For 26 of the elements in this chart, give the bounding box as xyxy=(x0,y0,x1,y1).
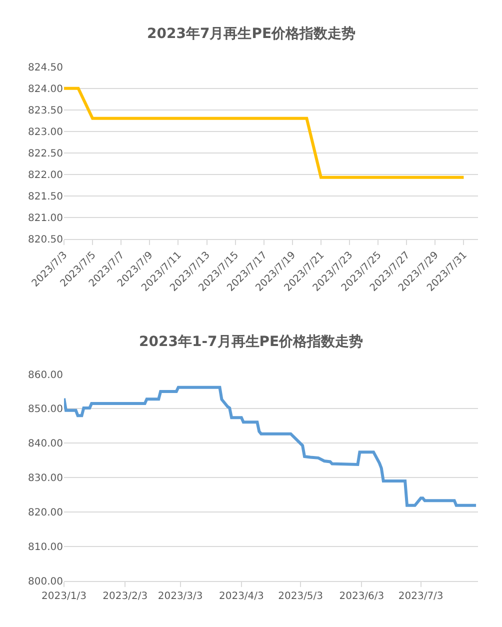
y-tick-label: 800.00 xyxy=(28,576,63,588)
y-tick-label: 822.50 xyxy=(28,148,63,160)
y-tick-label: 824.00 xyxy=(28,84,63,95)
x-tick-label: 2023/7/3 xyxy=(398,590,444,602)
y-tick-label: 821.50 xyxy=(28,191,63,202)
x-tick-label: 2023/4/3 xyxy=(218,590,264,602)
y-tick-label: 823.00 xyxy=(28,126,63,138)
y-tick-label: 850.00 xyxy=(28,404,63,416)
y-tick-label: 823.50 xyxy=(28,105,63,116)
y-tick-label: 830.00 xyxy=(28,473,63,484)
x-tick-label: 2023/2/3 xyxy=(102,590,148,602)
y-tick-label: 840.00 xyxy=(28,438,63,450)
y-tick-label: 824.50 xyxy=(28,62,63,74)
y-tick-label: 860.00 xyxy=(28,370,63,381)
chart-title: 2023年1-7月再生PE价格指数走势 xyxy=(139,334,364,350)
y-tick-label: 820.50 xyxy=(28,234,63,246)
y-tick-label: 810.00 xyxy=(28,542,63,553)
x-tick-label: 2023/5/3 xyxy=(278,590,324,602)
y-tick-label: 822.00 xyxy=(28,170,63,181)
y-tick-label: 821.00 xyxy=(28,212,63,224)
x-tick-label: 2023/3/3 xyxy=(158,590,203,602)
line-series xyxy=(64,386,478,507)
chart-title: 2023年7月再生PE价格指数走势 xyxy=(147,26,356,42)
x-tick-label: 2023/6/3 xyxy=(339,590,384,602)
y-tick-label: 820.00 xyxy=(28,507,63,518)
x-tick-label: 2023/1/3 xyxy=(42,590,86,602)
